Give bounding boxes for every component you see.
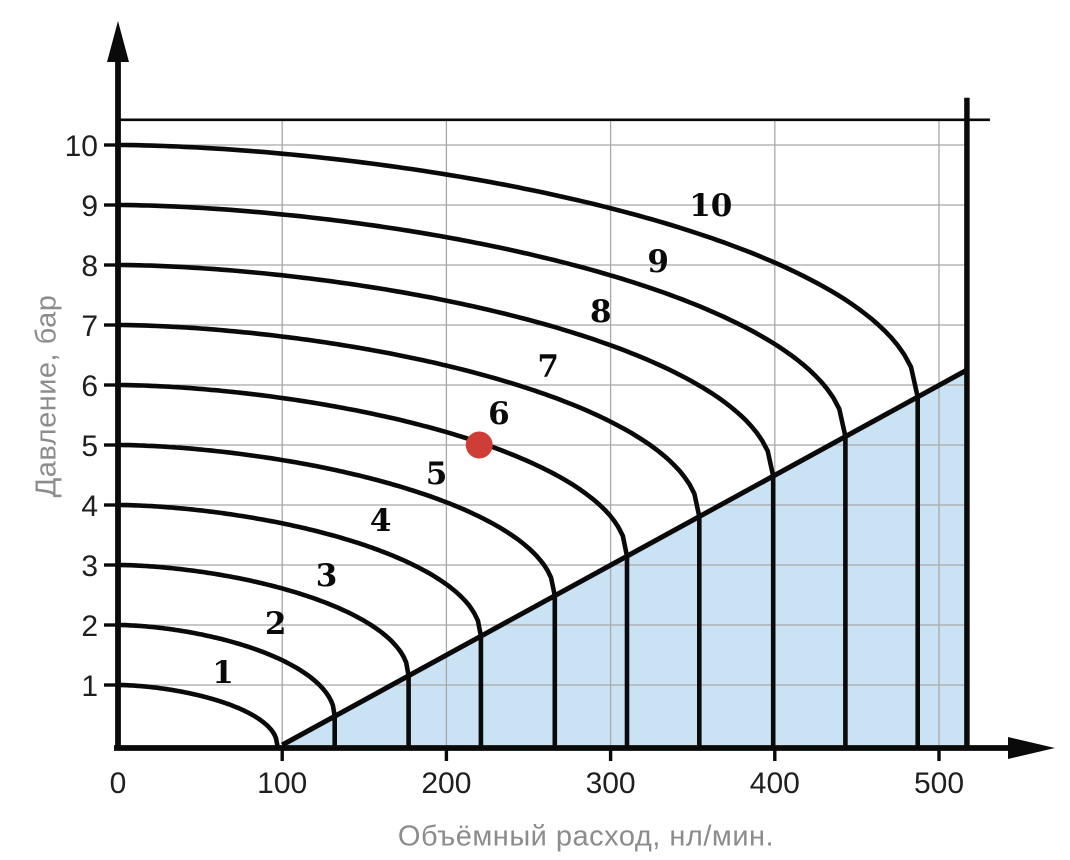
flow-curve-4 bbox=[115, 502, 484, 748]
curve-label-9: 9 bbox=[647, 244, 669, 280]
y-axis-title: Давление, бар bbox=[30, 294, 63, 498]
curve-label-8: 8 bbox=[590, 294, 612, 330]
y-tick-label-2: 2 bbox=[81, 610, 98, 643]
y-tick-label-8: 8 bbox=[81, 250, 98, 283]
x-tick-label-500: 500 bbox=[914, 767, 964, 800]
x-tick-label-300: 300 bbox=[586, 767, 636, 800]
curve-label-1: 1 bbox=[212, 655, 234, 691]
operating-point bbox=[465, 431, 493, 459]
y-tick-label-4: 4 bbox=[81, 490, 98, 523]
curve-label-7: 7 bbox=[537, 349, 559, 385]
flow-curve-10 bbox=[115, 142, 920, 748]
curve-label-10: 10 bbox=[689, 188, 732, 224]
x-tick-label-200: 200 bbox=[421, 767, 471, 800]
y-tick-label-10: 10 bbox=[65, 130, 98, 163]
y-tick-label-1: 1 bbox=[81, 670, 98, 703]
y-tick-label-7: 7 bbox=[81, 310, 98, 343]
flow-curve-7 bbox=[115, 322, 702, 748]
y-tick-label-5: 5 bbox=[81, 430, 98, 463]
flow-curve-3 bbox=[115, 562, 411, 748]
flow-curve-2 bbox=[115, 622, 337, 748]
flow-limit-line bbox=[280, 367, 969, 748]
flow-curve-6 bbox=[115, 382, 630, 748]
flow-curve-9 bbox=[115, 202, 848, 748]
curve-label-5: 5 bbox=[426, 456, 448, 492]
x-tick-label-400: 400 bbox=[750, 767, 800, 800]
y-tick-label-9: 9 bbox=[81, 190, 98, 223]
flow-curve-1 bbox=[115, 682, 280, 748]
curve-label-4: 4 bbox=[370, 503, 392, 539]
x-axis-title: Объёмный расход, нл/мин. bbox=[397, 820, 775, 853]
flow-curve-5 bbox=[115, 442, 558, 748]
curve-label-2: 2 bbox=[265, 606, 287, 642]
x-axis-arrow-icon bbox=[1008, 737, 1055, 759]
curve-label-6: 6 bbox=[488, 396, 510, 432]
y-tick-label-6: 6 bbox=[81, 370, 98, 403]
y-tick-label-3: 3 bbox=[81, 550, 98, 583]
x-tick-label-0: 0 bbox=[110, 767, 127, 800]
curve-label-3: 3 bbox=[316, 558, 338, 594]
x-tick-label-100: 100 bbox=[257, 767, 307, 800]
flow-curve-8 bbox=[115, 262, 776, 748]
y-axis-arrow-icon bbox=[107, 21, 129, 62]
